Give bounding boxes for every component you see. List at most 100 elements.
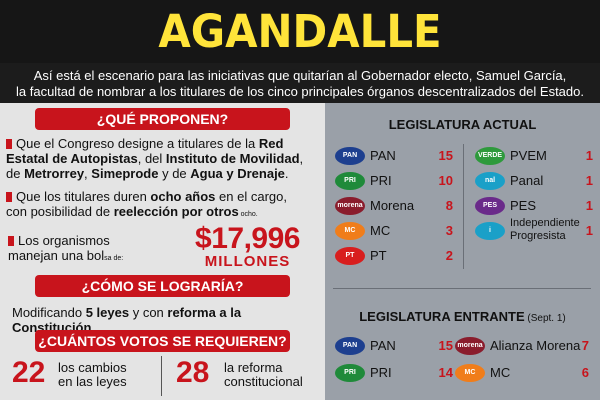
proposal-1-movilidad: Instituto de Movilidad <box>165 151 300 166</box>
proposal-3-line-1: Los organismos <box>18 233 110 248</box>
party-name: MC <box>370 223 391 238</box>
party-logo-icon: i <box>475 222 505 240</box>
party-row: PRI PRI 10 <box>335 170 457 192</box>
proposal-1-text-a: Que el Congreso designe a titulares de l… <box>16 136 259 151</box>
subtitle-line-2: la facultad de nombrar a los titulares d… <box>16 84 584 99</box>
how-text-c: y con <box>129 305 168 320</box>
party-logo-icon: PES <box>475 197 505 215</box>
party-name: PES <box>510 198 537 213</box>
incoming-legislature-heading: LEGISLATURA ENTRANTE (Sept. 1) <box>325 309 600 324</box>
proposal-3-line-2-tail: sa de: <box>104 255 124 262</box>
subtitle: Así está el escenario para las iniciativ… <box>0 68 600 100</box>
party-logo-icon: MC <box>335 222 365 240</box>
votes-divider <box>161 356 162 396</box>
party-logo-icon: PT <box>335 247 365 265</box>
votes-reform-number: 28 <box>176 356 210 389</box>
bullet-icon <box>6 139 12 149</box>
party-seat-count: 1 <box>585 198 593 213</box>
party-logo-icon: MC <box>455 364 485 382</box>
party-logo-icon: PRI <box>335 172 365 190</box>
party-logo-icon: VERDE <box>475 147 505 165</box>
party-name: Panal <box>510 173 544 188</box>
party-logo-icon: nal <box>475 172 505 190</box>
party-name: Independiente Progresista <box>510 217 580 243</box>
party-row: morena Morena 8 <box>335 195 457 217</box>
party-logo-icon: PRI <box>335 364 365 382</box>
party-seat-count: 7 <box>581 338 589 353</box>
party-row: MC MC 6 <box>455 362 593 384</box>
how-heading: ¿CÓMO SE LOGRARÍA? <box>35 275 290 297</box>
party-row: PAN PAN 15 <box>335 335 457 357</box>
party-row: PES PES 1 <box>475 195 597 217</box>
proposal-2-text-a: Que los titulares duren <box>16 189 151 204</box>
votes-laws-line-2: en las leyes <box>58 374 127 389</box>
proposal-1-text-i: , <box>84 166 92 181</box>
proposal-item-2: Que los titulares duren ocho años en el … <box>6 189 321 222</box>
party-row: PRI PRI 14 <box>335 362 457 384</box>
party-seat-count: 15 <box>438 338 453 353</box>
party-name: Morena <box>370 198 415 213</box>
proposal-item-1: Que el Congreso designe a titulares de l… <box>6 136 321 181</box>
budget-unit: MILLONES <box>204 253 291 270</box>
party-name: PRI <box>370 365 392 380</box>
proposal-3-line-2: manejan una bol <box>8 248 105 263</box>
proposal-1-text-k: y de <box>158 166 191 181</box>
party-row: nal Panal 1 <box>475 170 597 192</box>
votes-heading: ¿CUÁNTOS VOTOS SE REQUIEREN? <box>35 330 290 352</box>
proposal-item-3: Los organismos manejan una bolsa de: <box>8 233 188 266</box>
proposal-2-text-d: con posibilidad de <box>6 204 114 219</box>
proposal-1-autopistas: Estatal de Autopistas <box>6 151 138 166</box>
party-seat-count: 14 <box>438 365 453 380</box>
party-seat-count: 10 <box>438 173 453 188</box>
party-seat-count: 8 <box>445 198 453 213</box>
budget-value: $17,996 <box>195 222 300 255</box>
party-row: PT PT 2 <box>335 245 457 267</box>
proposal-2-reelection: reelección por otros <box>113 204 239 219</box>
party-name: PAN <box>370 338 396 353</box>
header-bar <box>0 0 600 63</box>
votes-laws-label: los cambios en las leyes <box>58 361 127 389</box>
proposal-1-agua: Agua y Drenaje <box>190 166 285 181</box>
how-text-a: Modificando <box>12 305 86 320</box>
proposal-1-red: Red <box>258 136 284 151</box>
party-row: i Independiente Progresista 1 <box>475 217 597 243</box>
votes-reform-label: la reforma constitucional <box>224 361 303 389</box>
current-legislature-divider <box>463 144 464 269</box>
party-name-line-1: Independiente <box>510 217 580 229</box>
party-logo-icon: PAN <box>335 147 365 165</box>
party-name: PT <box>370 248 387 263</box>
bullet-icon <box>8 236 14 246</box>
proposal-1-period: . <box>284 166 289 181</box>
how-laws: 5 leyes <box>85 305 130 320</box>
party-seat-count: 6 <box>581 365 589 380</box>
party-row: morena Alianza Morena 7 <box>455 335 593 357</box>
how-period: . <box>91 320 96 335</box>
proposal-1-metrorrey: Metrorrey <box>24 166 85 181</box>
party-row: VERDE PVEM 1 <box>475 145 597 167</box>
proposal-1-text-g: de <box>6 166 25 181</box>
votes-reform-line-2: constitucional <box>224 374 303 389</box>
party-seat-count: 1 <box>585 223 593 238</box>
subtitle-bar <box>0 63 600 103</box>
bullet-icon <box>6 192 12 202</box>
party-seat-count: 3 <box>445 223 453 238</box>
votes-laws-line-1: los cambios <box>58 360 127 375</box>
party-name: Alianza Morena <box>490 338 581 353</box>
party-name: PAN <box>370 148 396 163</box>
proposal-2-text-f: ocho. <box>238 211 258 218</box>
party-row: PAN PAN 15 <box>335 145 457 167</box>
party-name-line-2: Progresista <box>510 230 566 242</box>
votes-laws-number: 22 <box>12 356 46 389</box>
party-logo-icon: morena <box>455 337 485 355</box>
proposal-1-comma: , <box>299 151 304 166</box>
party-name: PRI <box>370 173 392 188</box>
incoming-heading-text: LEGISLATURA ENTRANTE <box>359 309 525 324</box>
party-seat-count: 15 <box>438 148 453 163</box>
subtitle-line-1: Así está el escenario para las iniciativ… <box>33 68 567 83</box>
party-seat-count: 1 <box>585 148 593 163</box>
proposal-1-text-d: , del <box>137 151 166 166</box>
votes-reform-line-1: la reforma <box>224 360 283 375</box>
current-legislature-heading: LEGISLATURA ACTUAL <box>388 117 537 132</box>
proposal-2-years: ocho años <box>150 189 216 204</box>
proposal-2-text-c: en el cargo, <box>215 189 287 204</box>
